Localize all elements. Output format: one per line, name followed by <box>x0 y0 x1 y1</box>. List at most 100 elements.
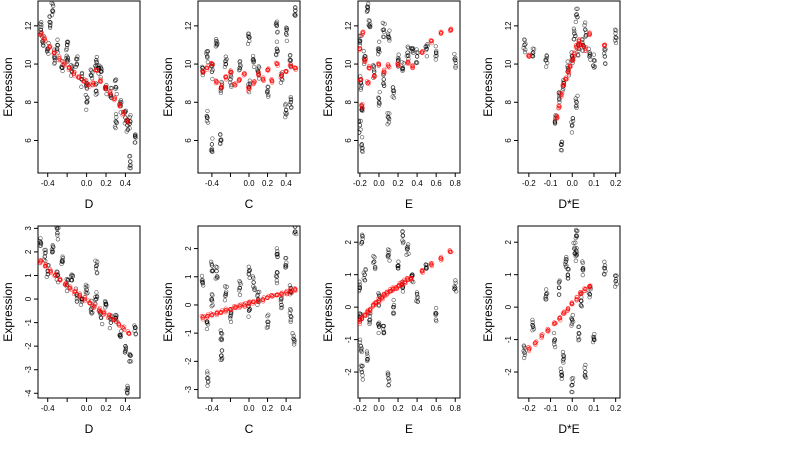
observed-point <box>46 51 51 56</box>
observed-point <box>292 226 298 229</box>
fitted-point <box>261 299 266 304</box>
observed-point <box>215 41 220 46</box>
y-tick-label: 12 <box>24 21 33 30</box>
observed-point <box>385 370 390 375</box>
y-tick-label: 2 <box>504 239 513 244</box>
fitted-point <box>359 102 364 107</box>
observed-point <box>206 376 211 381</box>
x-axis-label: E <box>405 197 413 211</box>
observed-point <box>360 236 365 241</box>
observed-point <box>59 261 64 267</box>
observed-point <box>127 153 133 159</box>
observed-point <box>85 95 90 101</box>
x-tick-label: 0.4 <box>281 179 293 188</box>
observed-point <box>573 96 578 101</box>
fitted-point <box>439 257 445 262</box>
observed-point <box>381 83 387 88</box>
x-tick-label: 0.0 <box>243 404 255 413</box>
fitted-point <box>561 81 567 86</box>
fitted-point <box>429 40 434 46</box>
observed-point <box>405 244 410 249</box>
observed-point <box>38 21 43 27</box>
observed-point <box>274 246 279 251</box>
fitted-point <box>82 77 87 82</box>
observed-point <box>94 262 100 267</box>
observed-point <box>580 272 585 278</box>
y-tick-label: 8 <box>24 100 33 105</box>
observed-point <box>364 351 370 356</box>
observed-point <box>218 90 223 95</box>
observed-point <box>453 60 458 66</box>
observed-point <box>573 98 579 103</box>
y-tick-label: -1 <box>184 329 193 337</box>
observed-point <box>376 330 381 336</box>
observed-point <box>200 281 205 286</box>
fitted-point <box>199 314 204 319</box>
observed-point <box>55 233 60 238</box>
observed-point <box>73 64 79 69</box>
observed-point <box>275 251 280 257</box>
observed-point <box>552 344 558 350</box>
observed-point <box>132 325 138 330</box>
observed-point <box>406 45 411 51</box>
y-axis-label: Expression <box>161 57 175 116</box>
fitted-point <box>42 263 48 269</box>
y-tick-label: 6 <box>24 138 33 143</box>
observed-point <box>372 265 378 270</box>
observed-point <box>64 39 70 45</box>
observed-point <box>360 377 365 382</box>
observed-point <box>575 6 580 11</box>
fitted-point <box>57 54 62 59</box>
observed-point <box>386 376 391 381</box>
observed-point <box>569 316 575 322</box>
observed-point <box>255 292 260 297</box>
observed-point <box>544 291 550 296</box>
fitted-point <box>241 73 246 78</box>
observed-point <box>565 273 570 278</box>
observed-point <box>117 332 122 337</box>
observed-point <box>132 140 137 145</box>
observed-point <box>83 282 89 288</box>
observed-point <box>582 23 587 28</box>
fitted-point <box>572 53 577 59</box>
observed-point <box>358 337 363 342</box>
observed-point <box>237 67 243 72</box>
observed-point <box>199 64 205 70</box>
y-tick-label: 8 <box>184 100 193 105</box>
y-tick-label: -2 <box>24 342 33 350</box>
observed-point <box>94 290 99 295</box>
fitted-point <box>107 92 113 97</box>
plot-points <box>521 6 619 153</box>
observed-point <box>54 226 59 230</box>
fitted-point <box>233 83 238 88</box>
observed-point <box>209 292 214 297</box>
fitted-point <box>112 95 118 100</box>
observed-point <box>406 53 411 58</box>
fitted-point <box>573 45 578 50</box>
observed-point <box>570 375 576 381</box>
observed-point <box>559 372 564 378</box>
observed-point <box>223 291 228 296</box>
y-tick-label: 10 <box>504 59 513 68</box>
observed-point <box>552 342 557 347</box>
y-tick-label: 8 <box>344 100 353 105</box>
fitted-point <box>558 90 563 96</box>
fitted-point <box>90 83 95 88</box>
observed-point <box>423 262 428 267</box>
observed-point <box>362 278 368 283</box>
fitted-point <box>588 283 593 288</box>
fitted-point <box>572 51 577 56</box>
fitted-point <box>91 303 96 308</box>
plot-frame <box>357 0 461 174</box>
fitted-point <box>214 312 220 318</box>
observed-point <box>367 320 372 325</box>
fitted-point <box>278 71 284 76</box>
observed-point <box>222 298 228 303</box>
observed-point <box>583 362 588 368</box>
fitted-point <box>96 309 102 314</box>
x-tick-label: -0.1 <box>544 179 558 188</box>
observed-point <box>274 252 280 257</box>
fitted-point <box>91 81 97 87</box>
fitted-point <box>107 89 112 94</box>
fitted-point <box>51 51 56 56</box>
